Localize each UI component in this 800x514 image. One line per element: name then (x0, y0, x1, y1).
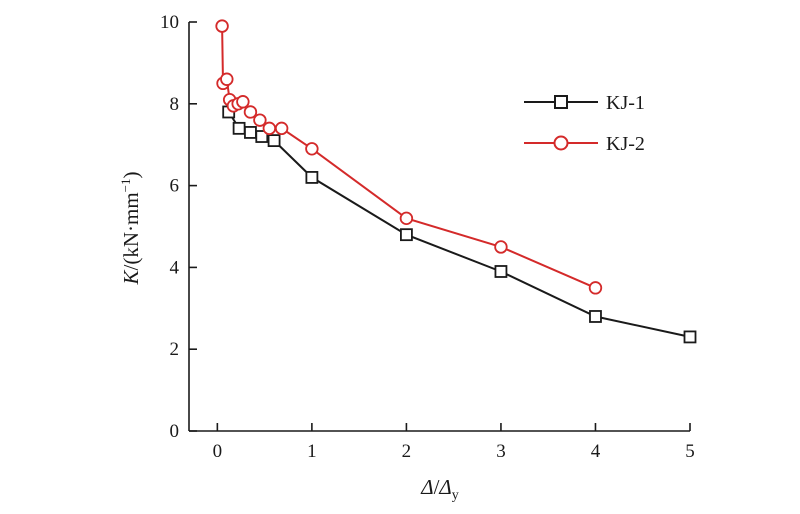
y-axis-unit-close: ) (119, 171, 143, 178)
legend-kj2-marker (553, 135, 569, 151)
y-tick-label: 6 (170, 176, 180, 197)
x-ticks: 0 1 2 3 4 5 (213, 423, 695, 462)
data-point-kj-2 (305, 142, 319, 156)
series-kj-1 (222, 105, 697, 344)
data-point-kj-1 (244, 126, 257, 139)
data-point-kj-2 (274, 121, 289, 136)
plot-area: 0 2 4 6 8 10 0 1 2 3 4 5 (160, 12, 697, 462)
y-tick-label: 4 (170, 257, 180, 278)
x-tick-label: 2 (402, 441, 412, 462)
data-point-kj-2 (253, 113, 267, 127)
data-point-kj-2 (215, 19, 229, 33)
legend: KJ-1 KJ-2 (524, 92, 645, 155)
y-tick-label: 10 (160, 12, 179, 33)
x-tick-label: 1 (307, 441, 317, 462)
y-tick-label: 2 (170, 339, 180, 360)
series-layer (215, 19, 697, 344)
data-point-kj-2 (243, 105, 258, 119)
data-point-kj-1 (267, 134, 281, 148)
y-axis-symbol: K (119, 270, 143, 286)
data-point-kj-1 (494, 265, 508, 278)
legend-item-kj1: KJ-1 (524, 92, 645, 114)
data-point-kj-1 (400, 228, 413, 242)
x-axis-separator: / (434, 475, 440, 499)
data-point-kj-1 (232, 121, 246, 135)
legend-kj1-label: KJ-1 (606, 92, 645, 114)
x-tick-label: 0 (213, 441, 223, 462)
y-axis-unit: /(kN·mm (119, 192, 143, 270)
legend-kj2-label: KJ-2 (606, 133, 645, 155)
data-point-kj-1 (305, 171, 319, 184)
x-tick-label: 3 (496, 441, 506, 462)
legend-item-kj2: KJ-2 (524, 133, 645, 155)
series-line-kj-2 (221, 26, 596, 289)
data-point-kj-1 (683, 330, 697, 344)
legend-kj1-marker (554, 95, 568, 109)
x-axis-denominator-subscript: y (452, 488, 459, 503)
x-tick-label: 4 (591, 441, 601, 462)
data-point-kj-1 (589, 310, 602, 323)
data-point-kj-2 (494, 240, 508, 254)
x-axis-denominator-symbol: Δ (438, 475, 451, 499)
data-point-kj-2 (220, 72, 234, 86)
data-point-kj-2 (262, 121, 277, 136)
x-axis-symbol: Δ (420, 475, 433, 499)
y-axis-title: K/(kN·mm−1) (118, 171, 143, 285)
data-point-kj-2 (588, 281, 603, 295)
y-tick-label: 0 (170, 421, 180, 442)
data-point-kj-2 (236, 95, 250, 109)
data-point-kj-2 (399, 211, 414, 226)
series-kj-2 (215, 19, 603, 295)
y-ticks: 0 2 4 6 8 10 (160, 12, 197, 442)
x-tick-label: 5 (685, 441, 695, 462)
data-point-kj-1 (255, 130, 269, 143)
x-axis-title: Δ/Δy (420, 475, 459, 503)
y-axis-unit-exponent: −1 (118, 178, 133, 192)
y-tick-label: 8 (170, 94, 180, 115)
